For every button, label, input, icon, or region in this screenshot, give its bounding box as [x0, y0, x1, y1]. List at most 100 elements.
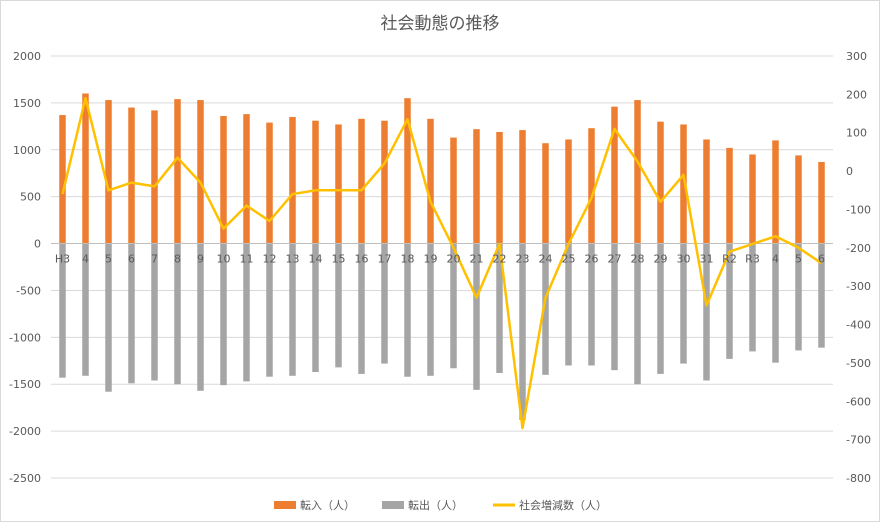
category-label: 7 — [151, 253, 158, 266]
category-label: 4 — [82, 253, 89, 266]
left-tick-label: 0 — [34, 238, 41, 251]
bar-inflow — [404, 98, 411, 244]
category-label: 23 — [516, 253, 530, 266]
bar-inflow — [496, 131, 503, 244]
right-axis-ticks: 300 200 100 0 -100 -200 -300 -400 -500 -600 -700 -8… — [846, 50, 871, 485]
bar-inflow — [772, 140, 779, 244]
chart-title: 社会動態の推移 — [381, 14, 500, 34]
legend-swatch-outflow — [382, 501, 404, 509]
category-axis-labels: H3 4 5 6 7 8 9 10 11 12 13 14 15 16 17 18 19 20 21 22 23 24 25… — [55, 253, 825, 266]
bar-outflow — [818, 243, 825, 348]
bar-outflow — [266, 243, 273, 377]
bar-outflow — [404, 243, 411, 377]
bar-outflow — [197, 243, 204, 391]
category-label: 31 — [700, 253, 714, 266]
category-label: 5 — [105, 253, 112, 266]
right-tick-label: -300 — [846, 280, 871, 293]
bar-inflow — [358, 118, 365, 244]
category-label: 14 — [309, 253, 323, 266]
bar-inflow — [634, 100, 641, 244]
bar-outflow — [312, 243, 319, 373]
category-label: 20 — [447, 253, 461, 266]
bar-inflow — [266, 122, 273, 244]
legend: 転入（人） 転出（人） 社会増減数（人） — [274, 498, 607, 512]
bar-outflow — [496, 243, 503, 373]
line-series — [61, 96, 823, 430]
category-label: 4 — [772, 253, 779, 266]
bar-outflow — [795, 243, 802, 351]
category-label: 21 — [470, 253, 484, 266]
bar-outflow — [542, 243, 549, 375]
bar-outflow — [703, 243, 710, 381]
bar-outflow — [772, 243, 779, 363]
category-label: 29 — [654, 253, 668, 266]
bar-outflow — [243, 243, 250, 382]
left-tick-label: 2000 — [13, 50, 41, 63]
bar-inflow — [473, 129, 480, 244]
category-label: 10 — [217, 253, 231, 266]
category-label: 17 — [378, 253, 392, 266]
category-label: 8 — [174, 253, 181, 266]
left-tick-label: -1000 — [9, 331, 41, 344]
category-label: R3 — [745, 253, 760, 266]
bar-inflow — [151, 110, 158, 244]
bar-inflow — [174, 99, 181, 244]
right-tick-label: -100 — [846, 203, 871, 216]
bar-outflow — [82, 243, 89, 376]
category-label: 30 — [677, 253, 691, 266]
left-tick-label: -2500 — [9, 472, 41, 485]
bar-outflow — [381, 243, 388, 364]
right-tick-label: -600 — [846, 395, 871, 408]
bar-outflow — [105, 243, 112, 392]
gridlines — [51, 55, 833, 479]
category-label: 18 — [401, 253, 415, 266]
category-label: 6 — [128, 253, 135, 266]
bar-outflow — [657, 243, 664, 374]
category-label: 11 — [240, 253, 254, 266]
line-net-change — [61, 96, 823, 430]
left-tick-label: 1500 — [13, 97, 41, 110]
left-axis-ticks: 2000 1500 1000 500 0 -500 -1000 -1500 -2000 -2500 — [9, 50, 41, 485]
bar-inflow — [611, 106, 618, 244]
bar-outflow — [220, 243, 227, 386]
bar-outflow — [680, 243, 687, 364]
left-tick-label: -500 — [16, 284, 41, 297]
bar-outflow — [427, 243, 434, 376]
bar-outflow — [450, 243, 457, 369]
bar-inflow — [312, 120, 319, 244]
legend-swatch-inflow — [274, 501, 296, 509]
bar-inflow — [59, 115, 66, 244]
bar-inflow — [381, 120, 388, 244]
right-tick-label: 0 — [846, 165, 853, 178]
bar-inflow — [128, 107, 135, 244]
category-label: 28 — [631, 253, 645, 266]
category-label: 24 — [539, 253, 553, 266]
category-label: 22 — [493, 253, 507, 266]
right-tick-label: -700 — [846, 434, 871, 447]
right-tick-label: -800 — [846, 472, 871, 485]
right-tick-label: 100 — [846, 127, 867, 140]
bar-outflow — [726, 243, 733, 359]
bar-inflow — [795, 155, 802, 244]
category-label: 9 — [197, 253, 204, 266]
bar-series — [59, 93, 825, 420]
bar-outflow — [174, 243, 181, 385]
category-label: 26 — [585, 253, 599, 266]
category-label: 25 — [562, 253, 576, 266]
bar-outflow — [611, 243, 618, 371]
bar-outflow — [473, 243, 480, 390]
bar-inflow — [818, 161, 825, 244]
bar-inflow — [588, 128, 595, 244]
legend-label-inflow: 転入（人） — [300, 499, 355, 512]
bar-inflow — [519, 130, 526, 244]
bar-outflow — [59, 243, 66, 378]
left-tick-label: 500 — [20, 191, 41, 204]
right-tick-label: -500 — [846, 357, 871, 370]
bar-inflow — [565, 139, 572, 244]
bar-inflow — [450, 137, 457, 244]
right-tick-label: 200 — [846, 88, 867, 101]
bar-inflow — [243, 114, 250, 244]
bar-inflow — [657, 121, 664, 244]
